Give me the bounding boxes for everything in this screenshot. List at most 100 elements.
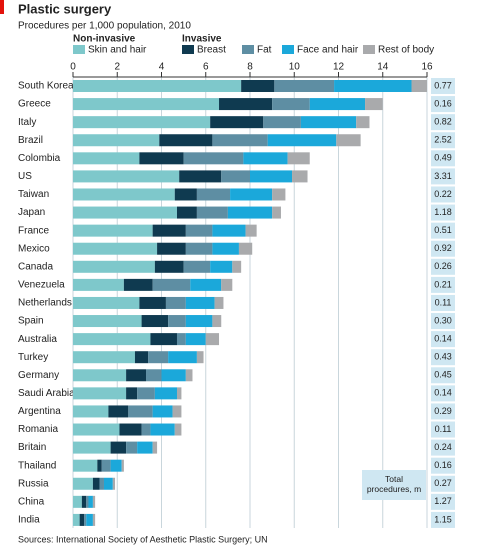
bar-segment [227,206,273,219]
bar-segment [165,296,186,309]
y-tick-label: Greece [18,99,51,110]
x-tick-label: 10 [289,62,301,73]
total-box [431,96,455,113]
bar-segment [210,116,264,129]
y-tick-label: Thailand [18,460,56,471]
bar-segment [168,315,186,328]
bar-segment [309,98,366,111]
bar-segment [221,278,233,291]
y-tick-label: Turkey [18,352,48,363]
bar-segment [161,369,186,382]
y-tick-label: Japan [18,207,45,218]
total-value: 1.27 [434,496,452,506]
bar-segment [73,98,220,111]
total-box [431,114,455,131]
bar-segment [300,116,357,129]
bar-segment [212,134,268,147]
total-value: 0.14 [434,388,452,398]
bar-segment [134,351,149,364]
y-tick-label: Canada [18,261,53,272]
bar-segment [210,260,233,273]
bar-segment [101,459,111,472]
bar-segment [128,405,153,418]
total-value: 0.14 [434,333,452,343]
bar-segment [272,206,281,219]
x-tick-label: 0 [70,62,76,73]
total-value: 0.21 [434,279,452,289]
bar-segment [73,477,93,490]
bar-segment [73,315,142,328]
bar-segment [212,242,239,255]
y-tick-label: India [18,515,40,526]
bar-segment [272,98,310,111]
bar-segment [238,242,253,255]
total-value: 0.27 [434,478,452,488]
source: Sources: International Society of Aesthe… [18,534,268,544]
bar-segment [152,441,158,454]
legend-label: Breast [197,45,226,56]
bar-segment [365,98,383,111]
x-tick-label: 14 [377,62,389,73]
total-box [431,421,455,438]
y-tick-label: South Korea [18,81,74,92]
total-value: 0.24 [434,442,452,452]
bar-segment [73,513,80,526]
bar-segment [212,315,222,328]
total-value: 1.18 [434,207,452,217]
chart-title: Plastic surgery [18,1,112,16]
total-value: 2.52 [434,135,452,145]
bar-segment [137,441,153,454]
bar-segment [126,441,138,454]
bar-segment [123,278,153,291]
total-value: 0.92 [434,243,452,253]
bar-segment [152,278,191,291]
bar-segment [292,170,308,183]
bar-segment [81,495,87,508]
bar-segment [92,495,96,508]
bar-segment [196,351,204,364]
bar-segment [232,260,242,273]
total-box [431,457,455,474]
bar-segment [336,134,361,147]
bar-segment [263,116,301,129]
y-tick-label: Taiwan [18,189,49,200]
bar-segment [196,188,231,201]
y-tick-label: Germany [18,370,59,381]
bar-segment [73,116,211,129]
bar-segment [185,333,206,346]
bar-segment [146,369,162,382]
bar-segment [73,188,175,201]
totals-label: Total procedures, m [362,470,426,500]
bar-segment [221,170,250,183]
bar-segment [152,224,186,237]
total-box [431,439,455,456]
total-box [431,132,455,149]
bar-segment [185,242,213,255]
total-box [431,403,455,420]
bar-segment [176,387,182,400]
y-tick-label: France [18,225,50,236]
bar-segment [73,278,124,291]
y-tick-label: Romania [18,424,58,435]
total-box [431,349,455,366]
x-tick-label: 12 [333,62,345,73]
bar-segment [274,80,335,92]
bar-segment [205,333,220,346]
bar-segment [73,170,180,183]
bar-segment [73,296,140,309]
bar-segment [73,459,98,472]
bar-segment [154,260,184,273]
bar-segment [73,224,153,237]
bar-segment [183,152,244,165]
bar-segment [183,260,211,273]
bar-segment [230,188,273,201]
bar-segment [174,188,197,201]
total-box [431,186,455,203]
total-box [431,511,455,528]
total-box [431,204,455,221]
bar-segment [73,351,135,364]
total-value: 0.43 [434,352,452,362]
y-tick-label: China [18,496,45,507]
legend-label: Face and hair [297,45,359,56]
